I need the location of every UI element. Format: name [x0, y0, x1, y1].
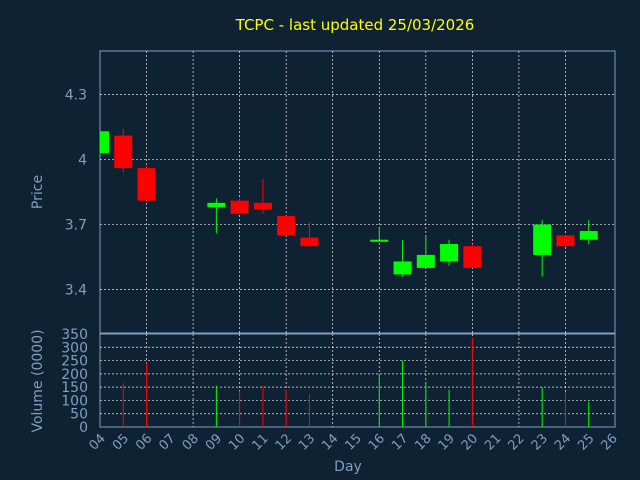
volume-tick-label: 0	[79, 420, 88, 436]
price-panel-frame	[99, 50, 616, 334]
candle-body	[370, 239, 389, 242]
volume-tick-label: 250	[61, 354, 88, 370]
x-tick-label: 07	[156, 431, 178, 453]
x-axis-label: Day	[334, 459, 362, 475]
candle-body	[440, 244, 459, 262]
x-tick-label: 25	[575, 431, 597, 453]
candle-body	[463, 246, 482, 268]
volume-panel-frame	[99, 333, 616, 428]
x-tick-label: 09	[203, 431, 225, 453]
x-tick-label: 15	[343, 431, 365, 453]
price-tick-label: 3.7	[65, 218, 87, 234]
x-tick-label: 08	[180, 431, 202, 453]
x-tick-label: 13	[296, 431, 318, 453]
price-tick-label: 4.3	[65, 87, 87, 103]
x-tick-label: 05	[110, 431, 132, 453]
volume-series	[122, 337, 590, 427]
volume-tick-label: 50	[70, 407, 88, 423]
candle-body	[114, 135, 133, 169]
candle-body	[579, 231, 598, 240]
x-tick-label: 12	[273, 431, 295, 453]
candle-body	[207, 202, 226, 208]
volume-tick-label: 100	[61, 393, 88, 409]
x-tick-label: 14	[319, 431, 341, 453]
x-tick-label: 24	[552, 431, 574, 453]
volume-tick-label: 200	[61, 367, 88, 383]
candle-body	[277, 215, 296, 236]
price-grid	[100, 51, 615, 333]
x-tick-label: 04	[87, 431, 109, 453]
price-tick-label: 3.4	[65, 283, 87, 299]
x-tick-label: 19	[436, 431, 458, 453]
x-tick-label: 06	[133, 431, 155, 453]
x-tick-label: 20	[459, 431, 481, 453]
chart-title: TCPC - last updated 25/03/2026	[235, 16, 475, 34]
volume-tick-label: 300	[61, 340, 88, 356]
volume-tick-label: 350	[61, 327, 88, 343]
candle-body	[393, 261, 412, 275]
volume-axis-label: Volume (0000)	[30, 329, 46, 432]
price-y-axis: 3.4 3.7 4 4.3	[65, 87, 87, 298]
price-tick-label: 4	[78, 152, 87, 168]
x-tick-label: 26	[599, 431, 621, 453]
x-tick-label: 23	[529, 431, 551, 453]
x-tick-label: 22	[505, 431, 527, 453]
candle-body	[533, 224, 552, 255]
candle-body	[556, 235, 575, 247]
candle-body	[137, 168, 156, 201]
x-tick-label: 18	[412, 431, 434, 453]
candle-body	[300, 237, 319, 247]
x-tick-label: 17	[389, 431, 411, 453]
candlestick-series	[99, 129, 598, 277]
volume-tick-label: 150	[61, 380, 88, 396]
candle-body	[416, 254, 435, 268]
x-tick-label: 21	[482, 431, 504, 453]
x-tick-label: 11	[249, 431, 271, 453]
candle-body	[253, 202, 272, 210]
x-axis: 04 05 06 07 08 09 10 11 12 13 14 15 16 17 18 19 20 21 22 23…	[87, 431, 621, 453]
volume-grid	[100, 334, 615, 427]
x-tick-label: 10	[226, 431, 248, 453]
price-axis-label: Price	[30, 175, 46, 209]
candle-body	[100, 131, 109, 153]
x-tick-label: 16	[366, 431, 388, 453]
candle-body	[230, 200, 249, 214]
